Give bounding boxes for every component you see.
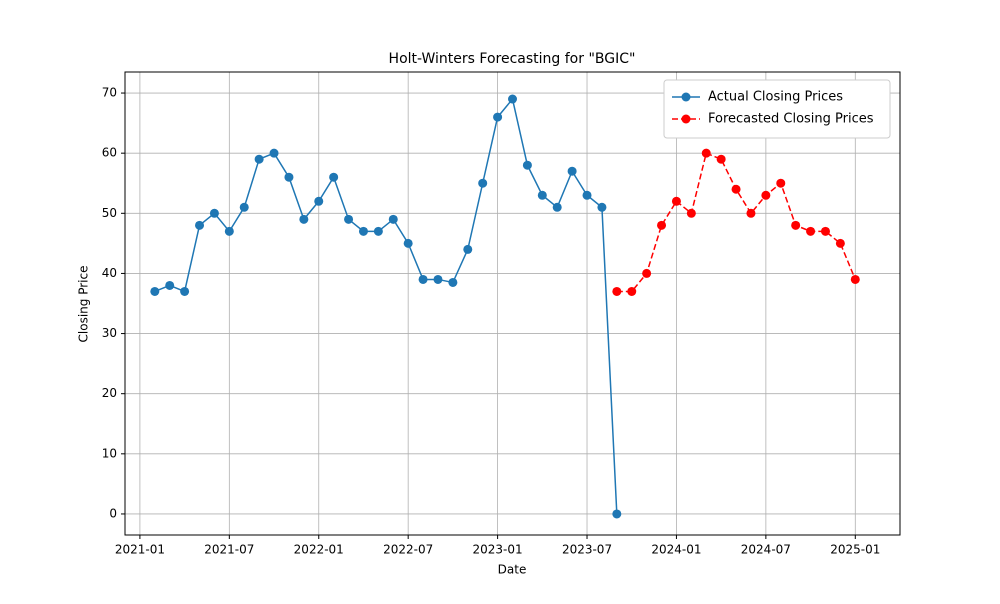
data-point <box>746 208 756 218</box>
data-point <box>403 238 413 248</box>
data-point <box>522 160 532 170</box>
data-point <box>627 286 637 296</box>
x-tick-label: 2022-01 <box>294 543 344 557</box>
x-tick-label: 2021-01 <box>115 543 165 557</box>
data-point <box>671 196 681 206</box>
data-point <box>344 214 354 224</box>
y-tick-label: 0 <box>109 506 117 520</box>
data-point <box>806 226 816 236</box>
data-point <box>180 286 190 296</box>
legend-label: Actual Closing Prices <box>708 90 843 105</box>
data-point <box>642 268 652 278</box>
x-tick-label: 2021-07 <box>204 543 254 557</box>
x-tick-label: 2023-01 <box>473 543 523 557</box>
data-point <box>776 178 786 188</box>
y-tick-label: 50 <box>102 206 117 220</box>
data-point <box>657 220 667 230</box>
x-tick-label: 2022-07 <box>383 543 433 557</box>
data-point <box>463 244 473 254</box>
data-point <box>493 112 503 122</box>
x-tick-label: 2024-01 <box>651 543 701 557</box>
data-point <box>478 178 488 188</box>
data-point <box>508 94 517 104</box>
legend: Actual Closing Prices Forecasted Closing … <box>663 79 891 139</box>
data-point <box>761 190 771 200</box>
y-tick-label: 20 <box>102 386 117 400</box>
data-point <box>254 154 264 164</box>
y-tick-label: 10 <box>102 446 117 460</box>
data-point <box>582 190 592 200</box>
data-point <box>284 172 294 182</box>
data-point <box>269 148 279 158</box>
plot-frame <box>124 71 901 536</box>
legend-marker <box>681 92 691 102</box>
data-point <box>537 190 547 200</box>
data-point <box>418 274 428 284</box>
data-point <box>835 238 845 248</box>
data-point <box>731 184 741 194</box>
data-point <box>448 277 458 287</box>
y-tick-label: 40 <box>102 266 117 280</box>
data-point <box>239 202 249 212</box>
data-point <box>850 274 860 284</box>
data-point <box>388 214 398 224</box>
data-point <box>597 202 607 212</box>
data-point <box>701 148 711 158</box>
x-tick-label: 2023-07 <box>562 543 612 557</box>
x-axis-label: Date <box>498 563 527 577</box>
data-point <box>716 154 726 164</box>
data-point <box>567 166 577 176</box>
data-point <box>612 509 622 519</box>
data-point <box>299 214 309 224</box>
series-line <box>154 97 618 514</box>
y-tick-label: 30 <box>102 326 117 340</box>
y-axis-label: Closing Price <box>77 266 91 343</box>
data-point <box>820 226 830 236</box>
data-point <box>552 202 562 212</box>
data-point <box>612 286 622 296</box>
data-point <box>314 196 324 206</box>
grid <box>125 72 900 535</box>
x-tick-label: 2024-07 <box>741 543 791 557</box>
data-point <box>165 280 175 290</box>
legend-marker <box>681 114 691 124</box>
data-point <box>686 208 696 218</box>
data-point <box>433 274 443 284</box>
y-tick-label: 60 <box>102 146 117 160</box>
data-point <box>329 172 339 182</box>
legend-box <box>663 79 891 139</box>
y-tick-label: 70 <box>102 86 117 100</box>
legend-label: Forecasted Closing Prices <box>708 112 874 127</box>
x-tick-label: 2025-01 <box>830 543 880 557</box>
data-point <box>150 286 160 296</box>
data-point <box>373 226 383 236</box>
data-point <box>358 226 368 236</box>
data-point <box>209 208 219 218</box>
data-point <box>791 220 801 230</box>
chart-title: Holt-Winters Forecasting for "BGIC" <box>389 51 636 67</box>
data-point <box>195 220 205 230</box>
data-point <box>224 226 234 236</box>
